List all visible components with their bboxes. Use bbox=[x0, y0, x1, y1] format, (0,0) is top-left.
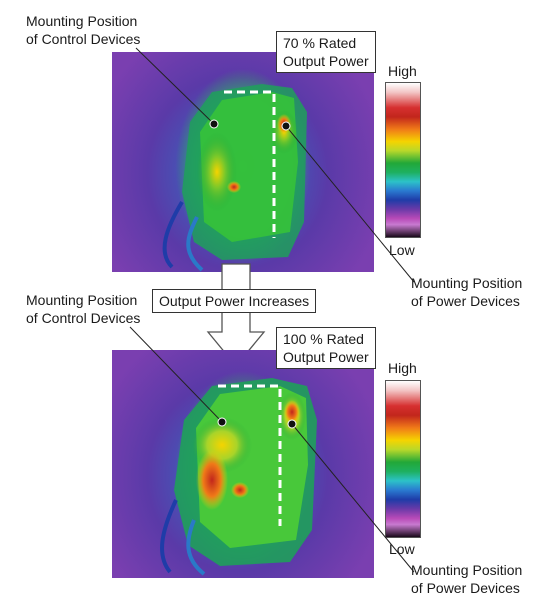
leader-dot-control-bottom bbox=[217, 417, 227, 427]
power-devices-label: Mounting Position of Power Devices bbox=[411, 275, 523, 309]
leader-dot-control-top bbox=[209, 119, 219, 129]
leader-dot-power-top bbox=[281, 121, 291, 131]
leader-dot-power-bottom bbox=[287, 419, 297, 429]
leader-control-bottom bbox=[129, 326, 223, 423]
scale-low-label-bottom: Low bbox=[389, 541, 415, 557]
color-scale-top bbox=[385, 82, 421, 238]
leader-control-top bbox=[135, 47, 215, 125]
thermal-image-70 bbox=[112, 52, 374, 272]
control-devices-label-bottom: Mounting Position of Control Devices bbox=[26, 292, 141, 326]
rated-power-box-bottom: 100 % Rated Output Power bbox=[276, 327, 376, 369]
scale-low-label: Low bbox=[389, 242, 415, 258]
leader-power-bottom bbox=[291, 423, 415, 573]
leader-power-top bbox=[285, 125, 415, 283]
color-scale-bottom bbox=[385, 380, 421, 538]
thermal-image-100 bbox=[112, 350, 374, 578]
control-devices-label: Mounting Position of Control Devices bbox=[26, 13, 141, 47]
thermal-heatmap-70 bbox=[162, 84, 307, 272]
output-increase-box: Output Power Increases bbox=[152, 289, 317, 313]
scale-high-label-bottom: High bbox=[388, 360, 417, 376]
scale-high-label: High bbox=[388, 63, 417, 79]
thermal-heatmap-100 bbox=[160, 378, 317, 576]
power-devices-label-bottom: Mounting Position of Power Devices bbox=[411, 562, 523, 596]
rated-power-box: 70 % Rated Output Power bbox=[276, 31, 376, 73]
